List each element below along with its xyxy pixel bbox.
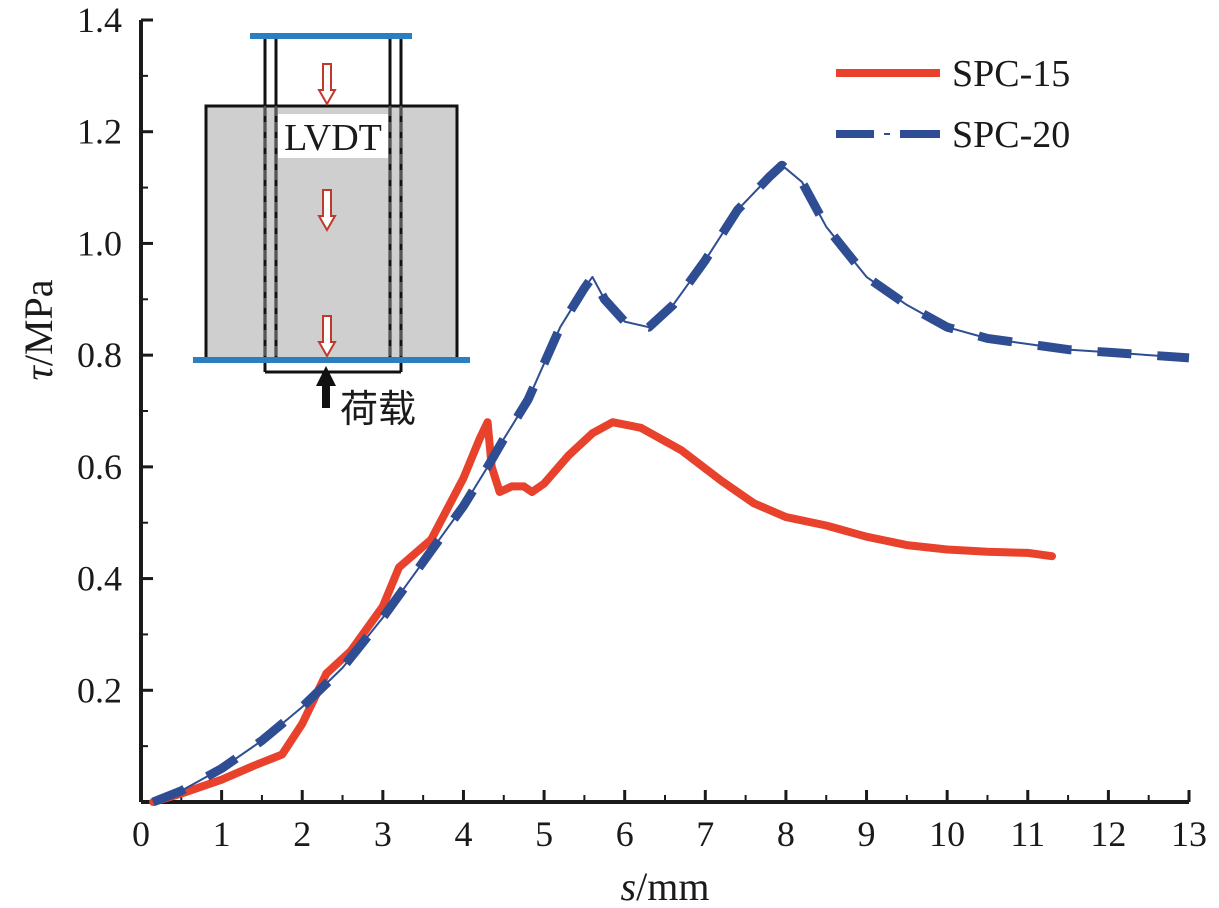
y-tick-label: 1.0 <box>77 223 122 263</box>
y-tick-label: 0.2 <box>77 670 122 710</box>
x-axis-title: s/mm <box>621 864 710 908</box>
x-tick-label: 9 <box>858 814 876 854</box>
y-axis-unit: /MPa <box>16 279 61 366</box>
y-tick-label: 1.2 <box>77 112 122 152</box>
lvdt-label: LVDT <box>284 117 382 159</box>
y-axis-title: τ/MPa <box>16 279 61 380</box>
displacement-arrow-bottom <box>317 315 337 359</box>
y-axis-ticks: 0.2 0.4 0.6 0.8 1.0 1.2 1.4 <box>77 0 153 748</box>
series-line-spc-20 <box>151 160 1190 807</box>
displacement-arrow-top <box>317 63 337 107</box>
y-tick-label: 0.6 <box>77 447 122 487</box>
legend: SPC-15 SPC-20 <box>836 53 1070 156</box>
x-tick-label: 5 <box>535 814 553 854</box>
y-tick-label: 0.8 <box>77 335 122 375</box>
x-tick-label: 10 <box>929 814 965 854</box>
x-tick-label: 4 <box>454 814 472 854</box>
x-axis-ticks: 0 1 2 3 4 5 6 7 8 9 10 11 12 13 <box>132 790 1207 854</box>
displacement-arrow-middle <box>317 189 337 233</box>
x-tick-label: 13 <box>1171 814 1207 854</box>
y-tick-label: 0.4 <box>77 559 122 599</box>
test-setup-inset: LVDT 荷载 <box>193 33 470 431</box>
x-tick-label: 0 <box>132 814 150 854</box>
legend-label-spc-20: SPC-20 <box>952 114 1070 156</box>
load-label: 荷载 <box>340 389 416 431</box>
series-layer <box>149 160 1190 807</box>
x-tick-label: 12 <box>1090 814 1126 854</box>
load-arrow-head <box>316 366 336 386</box>
x-tick-label: 8 <box>777 814 795 854</box>
series-line-spc-15 <box>149 418 1056 806</box>
y-axis-variable: τ <box>16 365 61 381</box>
load-arrow-shaft <box>322 384 330 408</box>
lvdt-label-background <box>278 114 388 158</box>
x-tick-label: 3 <box>374 814 392 854</box>
x-tick-label: 1 <box>213 814 231 854</box>
x-tick-label: 6 <box>616 814 634 854</box>
x-tick-label: 7 <box>696 814 714 854</box>
y-tick-label: 1.4 <box>77 0 122 40</box>
x-axis-variable: s <box>621 864 637 908</box>
legend-label-spc-15: SPC-15 <box>952 53 1070 95</box>
x-tick-label: 2 <box>293 814 311 854</box>
x-tick-label: 11 <box>1010 814 1045 854</box>
x-axis-unit: /mm <box>636 864 709 908</box>
